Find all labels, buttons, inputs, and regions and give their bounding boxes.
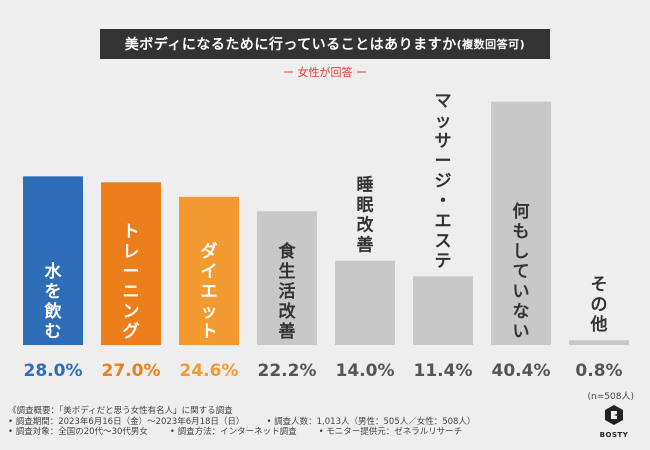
chart-title: 美ボディになるために行っていることはありますか (複数回答可) — [100, 29, 550, 59]
value-label-7: 0.8% — [575, 361, 622, 381]
category-label-0: 水を飲む — [44, 261, 63, 342]
value-label-2: 24.6% — [180, 361, 239, 381]
category-label-3: 食生活改善 — [279, 241, 297, 342]
bar-2 — [179, 196, 239, 345]
chart-title-main: 美ボディになるために行っていることはありますか — [124, 37, 457, 53]
category-label-5: マッサージ・エステ — [435, 91, 452, 271]
chart-title-suffix: (複数回答可) — [456, 38, 526, 51]
bar-5 — [413, 276, 473, 345]
value-label-6: 40.4% — [492, 361, 551, 381]
bar-0 — [23, 176, 83, 345]
bar-1 — [101, 182, 161, 345]
category-label-7: その他 — [590, 275, 608, 335]
category-label-1: トレーニング — [123, 222, 140, 342]
footnote-overview: 《調査概要：「美ボディだと思う女性有名人」に関する調査 — [8, 406, 233, 416]
footnote-period: • 調査期間：2023年6月16日（金）〜2023年6月18日（日） — [8, 416, 245, 427]
footnote-provider: • モニター提供元：ゼネラルリサーチ — [318, 427, 463, 437]
survey-footnotes: 《調査概要：「美ボディだと思う女性有名人」に関する調査 • 調査期間：2023年… — [8, 406, 568, 438]
category-label-2: ダイエット — [201, 241, 218, 342]
footnote-target: • 調査対象：全国の20代〜30代男女 — [8, 427, 148, 437]
bosty-logo-mark-icon — [605, 405, 623, 425]
chart-subtitle: ー 女性が回答 ー — [283, 66, 367, 79]
value-label-1: 27.0% — [102, 361, 161, 381]
footnote-respondents: • 調査人数：1,013人（男性：505人／女性：508人） — [266, 416, 476, 427]
bosty-logo: BOSTY — [594, 404, 634, 439]
category-label-6: 何もしていない — [513, 201, 530, 342]
bar-3 — [257, 211, 317, 345]
value-label-4: 14.0% — [336, 361, 395, 381]
footnote-method: • 調査方法：インターネット調査 — [169, 427, 297, 437]
sample-size-note: (n=508人) — [587, 392, 634, 402]
value-label-0: 28.0% — [24, 361, 83, 381]
bosty-logo-text: BOSTY — [599, 431, 629, 439]
bar-7 — [569, 340, 629, 345]
value-label-3: 22.2% — [258, 361, 317, 381]
value-label-5: 11.4% — [414, 361, 473, 381]
bar-4 — [335, 260, 395, 345]
category-label-4: 睡眠改善 — [357, 175, 375, 256]
bar-6 — [491, 101, 551, 345]
